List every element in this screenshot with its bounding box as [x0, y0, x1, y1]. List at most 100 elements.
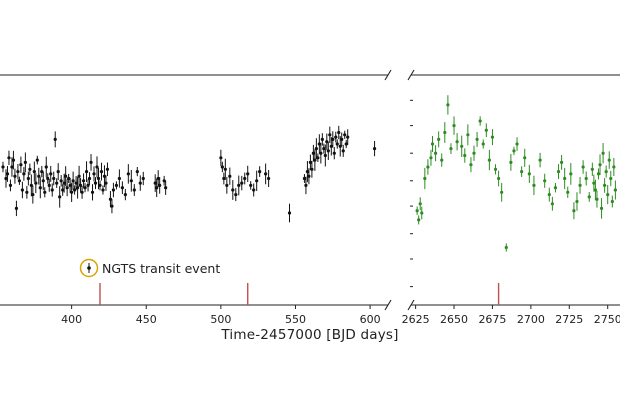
left-xtick-label: 450 [136, 313, 157, 326]
left-data-point [231, 188, 235, 192]
left-data-point [222, 176, 226, 181]
left-data-point [313, 158, 317, 162]
left-data-point [220, 165, 224, 169]
left-data-point [98, 183, 102, 187]
right-data-point [523, 156, 527, 160]
left-data-point [37, 174, 41, 178]
right-data-point [455, 140, 459, 144]
right-data-point [418, 202, 422, 206]
right-data-point [569, 172, 573, 176]
right-data-point [556, 170, 561, 174]
right-data-point [592, 181, 596, 185]
right-data-point [426, 165, 430, 169]
left-data-point [234, 193, 238, 197]
left-data-point [338, 144, 342, 148]
left-data-point [73, 188, 77, 192]
right-data-point [575, 199, 579, 204]
left-data-point [135, 170, 139, 174]
left-data-point [329, 144, 333, 148]
right-data-point [452, 124, 456, 128]
left-data-point [31, 193, 35, 197]
left-data-point [67, 176, 71, 181]
left-data-point [71, 179, 75, 183]
left-data-point [62, 181, 66, 185]
right-data-point [612, 165, 616, 169]
left-data-point [68, 183, 72, 187]
left-data-point [64, 174, 68, 178]
left-data-point [314, 147, 318, 151]
left-data-point [340, 137, 344, 141]
left-data-point [1, 165, 5, 169]
right-data-point [433, 151, 438, 155]
annotation-ring [79, 258, 99, 278]
right-data-point [610, 199, 614, 204]
left-data-point [120, 186, 124, 190]
left-data-point [126, 172, 130, 176]
left-data-point [13, 174, 17, 178]
left-data-point [267, 176, 271, 181]
left-data-point [156, 176, 160, 181]
left-data-point [25, 190, 29, 194]
left-data-point [40, 170, 44, 174]
left-data-point [310, 167, 314, 171]
left-data-point [43, 190, 47, 194]
left-data-point [335, 142, 339, 146]
left-data-point [101, 188, 105, 192]
left-data-point [49, 172, 53, 176]
left-data-point [129, 179, 133, 183]
right-data-point [547, 193, 551, 197]
left-data-point [5, 172, 10, 176]
right-data-point [515, 142, 519, 146]
right-data-point [604, 170, 608, 174]
right-data-point [490, 135, 495, 139]
left-data-point [59, 179, 63, 183]
right-data-point [609, 176, 613, 181]
right-data-point [509, 160, 513, 164]
left-data-point [334, 135, 338, 139]
right-data-point [484, 128, 488, 132]
right-data-point [440, 158, 444, 162]
right-data-point [463, 153, 467, 158]
left-data-point [153, 181, 157, 185]
right-data-point [478, 119, 482, 123]
right-data-point [527, 172, 531, 176]
right-data-point [429, 156, 433, 160]
right-data-point [496, 176, 501, 181]
left-data-point [46, 176, 50, 181]
left-data-point [80, 190, 84, 194]
left-data-point [32, 170, 36, 174]
left-data-point [316, 156, 320, 160]
right-data-point [443, 130, 447, 135]
right-data-point [460, 144, 464, 148]
left-data-point [302, 176, 307, 181]
left-data-point [87, 176, 92, 181]
left-data-point [164, 186, 168, 190]
left-data-point [308, 160, 312, 164]
left-data-point [14, 206, 19, 210]
left-data-point [319, 151, 323, 155]
right-data-point [446, 103, 450, 107]
left-data-point [219, 156, 223, 160]
left-data-point [258, 170, 262, 174]
axis-break-mark [407, 69, 415, 81]
right-data-point [472, 151, 476, 155]
left-data-point [61, 188, 65, 192]
left-data-point [22, 172, 26, 176]
right-data-point [584, 176, 588, 181]
left-data-point [158, 183, 162, 187]
left-data-point [264, 172, 268, 176]
left-data-point [322, 147, 326, 151]
left-data-point [132, 188, 136, 192]
left-data-point [111, 188, 116, 192]
left-data-point [11, 158, 16, 162]
annotation-label: NGTS transit event [102, 261, 220, 276]
right-data-point [590, 167, 594, 171]
right-data-point [500, 190, 504, 194]
left-data-point [38, 186, 42, 190]
left-data-point [287, 211, 292, 215]
right-data-point [466, 133, 470, 137]
right-data-point [487, 158, 491, 162]
left-data-point [86, 183, 90, 187]
left-data-point [56, 170, 60, 174]
